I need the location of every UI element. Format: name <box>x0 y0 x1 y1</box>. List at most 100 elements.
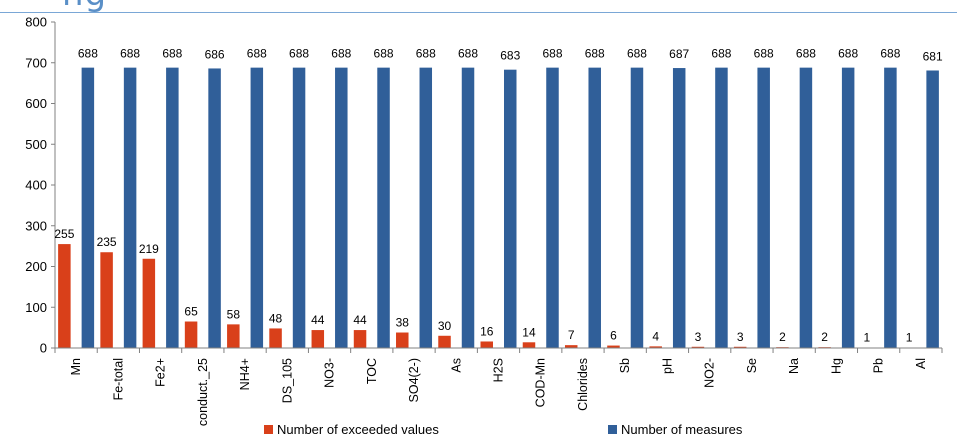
page-header-fragment: ng <box>0 0 957 14</box>
bar-exceeded-values <box>142 258 156 348</box>
data-label-measures: 688 <box>585 47 605 61</box>
bar-exceeded-values <box>607 345 620 348</box>
x-category-label: Sb <box>618 358 632 373</box>
data-label-exceeded: 44 <box>353 313 367 327</box>
data-label-measures: 688 <box>247 47 267 61</box>
data-label-exceeded: 2 <box>821 330 828 344</box>
data-label-measures: 687 <box>669 47 689 61</box>
bar-exceeded-values <box>733 346 747 348</box>
x-category-label: NO3- <box>323 358 337 388</box>
data-label-exceeded: 30 <box>438 319 452 333</box>
y-axis: 0 100 200 300 400 500 600 700 800 <box>25 15 56 356</box>
x-category-label: Pb <box>872 358 886 373</box>
x-category-label: Fe-total <box>111 358 125 400</box>
legend-label-measures: Number of measures <box>621 422 743 437</box>
y-tick-label: 300 <box>25 218 47 233</box>
x-category-label: Chlorides <box>576 358 590 411</box>
header-rule <box>0 12 957 13</box>
bar-exceeded-values <box>438 335 451 348</box>
legend-label-exceeded: Number of exceeded values <box>277 422 439 437</box>
data-label-exceeded: 44 <box>311 313 325 327</box>
data-label-measures: 683 <box>500 49 520 63</box>
bar-measures <box>377 67 390 348</box>
bar-measures <box>419 67 433 348</box>
data-label-measures: 688 <box>711 47 731 61</box>
bar-measures <box>250 67 264 348</box>
x-category-label: As <box>449 358 463 373</box>
bar-measures <box>335 67 348 348</box>
data-label-exceeded: 58 <box>227 307 241 321</box>
data-label-measures: 681 <box>923 49 943 63</box>
legend-swatch-exceeded <box>264 425 273 434</box>
data-label-exceeded: 4 <box>652 329 659 343</box>
x-category-label: conduct._25 <box>196 358 210 426</box>
bar-measures <box>166 67 179 348</box>
bar-measures <box>841 67 855 348</box>
x-category-label: Mn <box>69 358 83 375</box>
x-category-label: Al <box>914 358 928 369</box>
bar-measures <box>715 67 728 348</box>
data-label-exceeded: 235 <box>97 235 117 249</box>
bar-exceeded-values <box>691 346 705 348</box>
x-category-label: DS_105 <box>280 358 294 403</box>
bar-exceeded-values <box>227 324 240 348</box>
data-label-measures: 688 <box>880 47 900 61</box>
data-label-exceeded: 48 <box>269 311 283 325</box>
bar-exceeded-values <box>480 341 493 348</box>
bar-exceeded-values <box>100 252 113 348</box>
x-category-label: NH4+ <box>238 358 252 390</box>
legend: Number of exceeded values Number of measu… <box>264 422 743 437</box>
bar-measures <box>799 67 813 348</box>
data-label-exceeded: 219 <box>139 242 159 256</box>
bar-exceeded-values <box>522 342 536 348</box>
data-label-measures: 688 <box>627 47 647 61</box>
data-label-exceeded: 14 <box>522 325 536 339</box>
y-tick-label: 500 <box>25 137 47 152</box>
bar-exceeded-values <box>311 330 325 348</box>
data-label-exceeded: 1 <box>864 331 871 345</box>
bar-measures <box>672 68 686 349</box>
y-tick-label: 100 <box>25 300 47 315</box>
data-label-measures: 688 <box>78 47 98 61</box>
y-tick-label: 800 <box>25 15 47 30</box>
data-label-exceeded: 16 <box>480 324 494 338</box>
x-category-label: COD-Mn <box>534 358 548 407</box>
x-category-label: pH <box>660 358 674 374</box>
x-axis: Mn Fe-total Fe2+ conduct._25 NH4+ DS_105 NO3- T… <box>54 347 943 426</box>
x-category-label: NO2- <box>703 358 717 388</box>
bar-exceeded-values <box>649 346 662 348</box>
bar-exceeded-values <box>269 328 282 348</box>
data-label-measures: 688 <box>542 47 562 61</box>
data-label-measures: 688 <box>416 47 436 61</box>
x-category-label: SO4(2-) <box>407 358 421 402</box>
y-tick-label: 200 <box>25 259 47 274</box>
y-tick-label: 700 <box>25 55 47 70</box>
bar-measures <box>461 67 475 348</box>
x-category-label: Na <box>787 358 801 374</box>
data-label-measures: 688 <box>331 47 351 61</box>
bar-measures <box>630 67 644 348</box>
data-label-exceeded: 7 <box>568 328 575 342</box>
y-tick-label: 400 <box>25 178 47 193</box>
data-label-measures: 688 <box>120 47 140 61</box>
x-category-label: H2S <box>492 358 506 382</box>
data-label-measures: 688 <box>796 47 816 61</box>
bar-exceeded-values <box>184 321 198 348</box>
bar-exceeded-values <box>353 330 367 348</box>
data-label-exceeded: 3 <box>695 330 702 344</box>
legend-swatch-measures <box>608 425 617 434</box>
bar-exceeded-values <box>58 244 71 348</box>
data-label-exceeded: 2 <box>779 330 786 344</box>
x-category-label: Se <box>745 358 759 373</box>
bar-exceeded-values <box>564 345 578 348</box>
bar-measures <box>757 67 770 348</box>
data-label-exceeded: 65 <box>184 305 198 319</box>
y-tick-label: 0 <box>40 341 47 356</box>
data-label-measures: 688 <box>838 47 858 61</box>
bar-measures <box>546 67 559 348</box>
data-label-exceeded: 1 <box>906 331 913 345</box>
bar-measures <box>123 67 137 348</box>
data-label-exceeded: 38 <box>396 316 410 330</box>
bars: 2556882356882196886568658688486884468844… <box>54 47 943 349</box>
